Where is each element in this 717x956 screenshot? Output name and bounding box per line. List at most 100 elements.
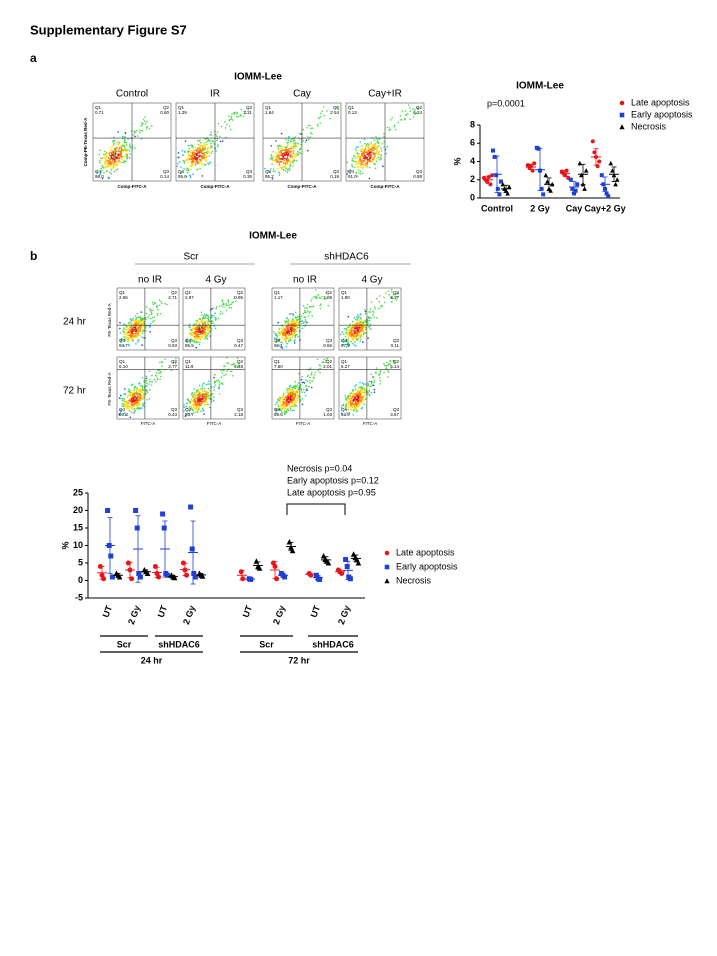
flow-event [205,395,207,397]
flow-event [298,152,300,154]
flow-event [285,139,287,141]
flow-event [362,168,364,170]
flow-event [156,306,158,308]
flow-event [283,394,285,396]
flow-event [133,336,135,338]
flow-event [290,327,292,329]
flow-event [285,334,287,336]
flow-event [137,341,139,343]
flow-event [358,156,360,158]
flow-event [195,158,197,160]
flow-event [139,130,141,132]
flow-event [138,335,140,337]
flow-event [321,110,323,112]
flow-event [199,144,201,146]
flow-event [360,330,362,332]
flow-event [304,392,306,394]
flow-event [373,376,375,378]
flow-event [194,333,196,335]
flow-event [287,145,289,147]
flow-event [222,299,224,301]
flow-event [361,408,363,410]
flow-event [355,394,357,396]
y-axis-label: PE-Texas Red-A [107,303,112,336]
flow-event [310,132,312,134]
flow-event [389,127,391,129]
flow-event [207,333,209,335]
group-label: 24 hr [141,655,163,665]
data-point [497,192,501,196]
flow-event [195,337,197,339]
flow-event [204,314,206,316]
condition-label: 4 Gy [361,275,382,286]
flow-event [219,136,221,138]
flow-event [281,152,283,154]
flow-event [195,162,197,164]
flow-event [349,400,351,402]
quadrant-value: 95.2 [265,174,274,179]
flow-event [356,402,358,404]
flow-event [352,166,354,168]
flow-event [99,150,101,152]
flow-event [118,154,120,156]
flow-event [124,327,126,329]
flow-event [313,378,315,380]
flow-event [291,399,293,401]
flow-event [190,329,192,331]
flow-event [217,131,219,133]
flow-event [371,143,373,145]
flow-event [124,142,126,144]
flow-event [383,146,385,148]
flow-event [211,147,213,149]
flow-event [196,347,198,349]
flow-event [302,328,304,330]
flow-event [361,145,363,147]
flow-event [346,334,348,336]
flow-event [311,133,313,135]
flow-event [379,383,381,385]
flow-event [277,146,279,148]
flow-event [292,146,294,148]
flow-event [379,377,381,379]
flow-event [288,395,290,397]
flow-event [203,382,205,384]
y-axis-label: PE-Texas Red-A [107,372,112,405]
flow-event [127,404,129,406]
flow-event [197,155,199,157]
flow-event [208,320,210,322]
flow-event [279,174,281,176]
flow-event [115,151,117,153]
row-label: 24 hr [63,317,86,328]
flow-event [119,154,121,156]
flow-event [206,335,208,337]
flow-event [359,327,361,329]
flow-event [151,125,153,127]
flow-event [156,372,158,374]
flow-event [357,314,359,316]
flow-event [285,337,287,339]
flow-event [203,156,205,158]
flow-event [363,154,365,156]
flow-event [214,325,216,327]
group-label: shHDAC6 [312,639,354,649]
flow-event [198,405,200,407]
flow-event [271,157,273,159]
flow-event [204,405,206,407]
flow-event [130,417,132,419]
flow-event [208,388,210,390]
flow-event [355,148,357,150]
flow-event [201,338,203,340]
flow-event [318,118,320,120]
flow-event [369,150,371,152]
flow-event [176,165,178,167]
flow-event [155,374,157,376]
flow-event [131,320,133,322]
flow-event [214,317,216,319]
flow-event [273,331,275,333]
flow-event [371,381,373,383]
flow-event [353,329,355,331]
flow-event [151,375,153,377]
flow-event [219,384,221,386]
y-tick-label: 10 [73,540,83,550]
data-point [345,564,350,569]
